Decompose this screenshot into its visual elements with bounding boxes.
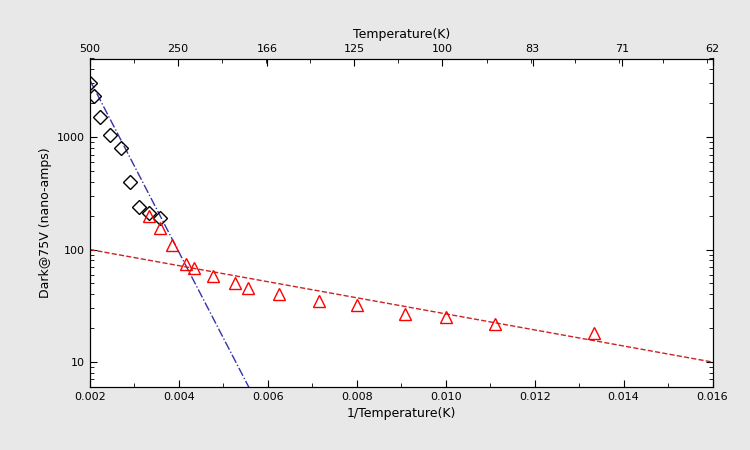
Y-axis label: Dark@75V (nano-amps): Dark@75V (nano-amps) bbox=[38, 148, 52, 298]
X-axis label: 1/Temperature(K): 1/Temperature(K) bbox=[346, 407, 456, 420]
X-axis label: Temperature(K): Temperature(K) bbox=[352, 28, 450, 41]
